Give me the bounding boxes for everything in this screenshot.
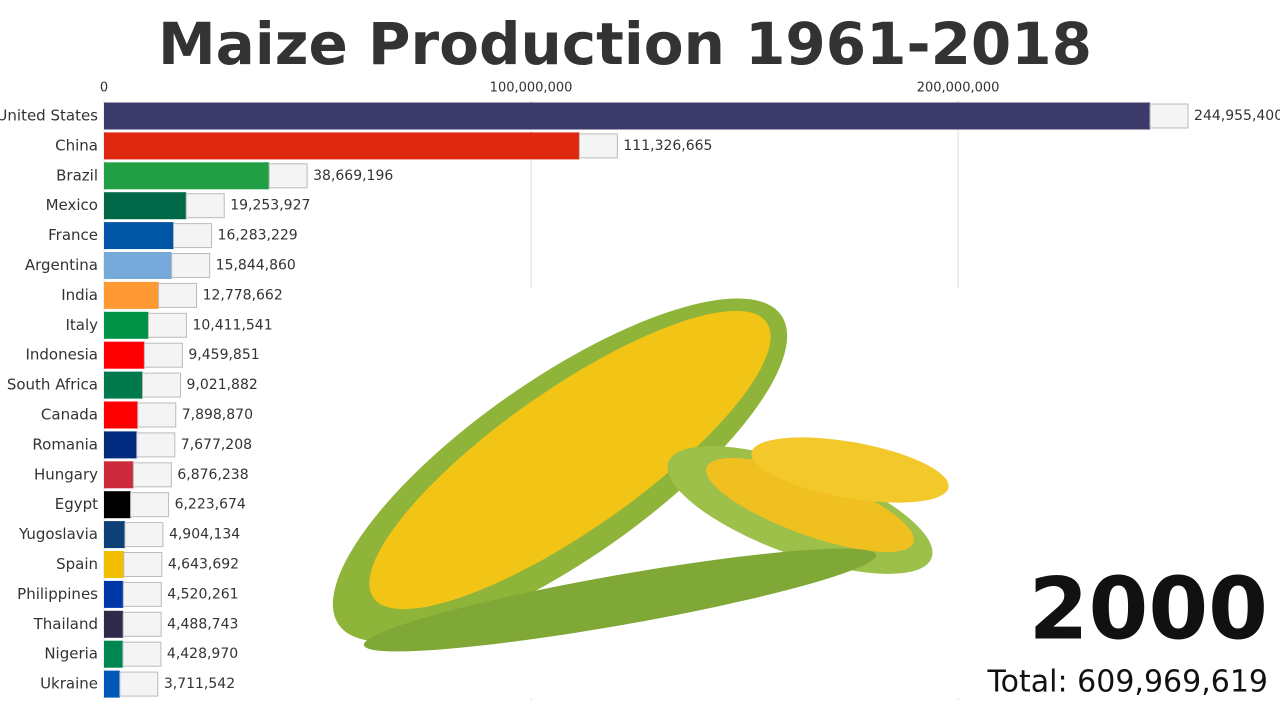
flag (143, 342, 183, 368)
bar (104, 341, 145, 369)
flag (123, 552, 163, 577)
bar (104, 371, 143, 399)
bar (104, 580, 124, 608)
flag (1149, 103, 1189, 129)
flag (142, 372, 182, 398)
flag (185, 193, 225, 219)
value-label: 6,876,238 (177, 467, 248, 483)
flag (119, 671, 159, 697)
y-tick-label: Mexico (46, 196, 98, 214)
value-label: 4,643,692 (168, 557, 239, 573)
y-tick-label: Brazil (56, 166, 98, 184)
value-label: 244,955,400 (1194, 108, 1280, 124)
value-label: 4,488,743 (167, 616, 238, 632)
bar (104, 252, 172, 279)
flag (578, 133, 618, 159)
y-tick-label: Canada (41, 406, 98, 424)
value-label: 16,283,229 (218, 228, 298, 244)
flag (124, 522, 164, 548)
flag (122, 641, 162, 667)
y-tick-label: Philippines (17, 585, 98, 603)
y-tick-label: Yugoslavia (18, 525, 98, 543)
year-label: 2000 (1029, 559, 1268, 659)
value-label: 9,459,851 (188, 347, 259, 363)
y-tick-label: China (55, 136, 98, 154)
bar (104, 670, 120, 698)
flag (147, 312, 187, 338)
value-label: 3,711,542 (164, 676, 235, 692)
value-label: 10,411,541 (192, 317, 272, 333)
chart-title: Maize Production 1961-2018 (158, 10, 1092, 78)
y-tick-label: United States (0, 107, 98, 125)
value-label: 19,253,927 (230, 198, 310, 214)
y-tick-label: Egypt (55, 495, 98, 513)
flag (130, 492, 170, 518)
y-tick-label: India (61, 286, 98, 304)
bar (104, 132, 580, 160)
bar (104, 102, 1151, 130)
bar (104, 491, 131, 519)
bar (104, 162, 270, 190)
y-tick-label: South Africa (7, 376, 98, 394)
y-tick-label: Hungary (34, 465, 98, 483)
flag (136, 432, 176, 458)
value-label: 111,326,665 (623, 138, 712, 154)
bar (104, 461, 134, 489)
bar (104, 640, 123, 668)
bar (104, 281, 159, 309)
flag (173, 223, 213, 249)
bar (104, 192, 187, 220)
y-tick-label: Spain (56, 555, 98, 573)
value-label: 15,844,860 (216, 258, 296, 274)
x-tick-label: 100,000,000 (490, 81, 573, 96)
y-tick-label: Indonesia (25, 346, 98, 364)
value-label: 38,669,196 (313, 168, 393, 184)
value-label: 12,778,662 (203, 287, 283, 303)
flag (137, 402, 177, 428)
y-tick-label: Argentina (25, 256, 98, 274)
x-tick-label: 200,000,000 (917, 81, 1000, 96)
y-tick-label: Nigeria (44, 645, 98, 663)
bar (104, 311, 149, 339)
value-label: 6,223,674 (175, 497, 246, 513)
y-tick-label: Italy (65, 316, 98, 334)
value-label: 7,677,208 (181, 437, 252, 453)
bar (104, 222, 174, 250)
flag (132, 462, 172, 488)
y-tick-label: Thailand (33, 615, 98, 633)
flag (158, 282, 198, 308)
flag (268, 163, 308, 189)
flag (171, 253, 211, 278)
x-tick-label: 0 (100, 81, 108, 96)
value-label: 4,520,261 (167, 586, 238, 602)
value-label: 9,021,882 (187, 377, 258, 393)
bar (104, 431, 137, 459)
bar (104, 610, 124, 638)
bar (104, 401, 138, 429)
value-label: 7,898,870 (182, 407, 253, 423)
y-tick-label: Romania (32, 435, 98, 453)
flag (122, 611, 162, 637)
bar (104, 551, 124, 578)
total-label: Total: 609,969,619 (986, 665, 1268, 700)
y-tick-label: Ukraine (40, 675, 98, 693)
value-label: 4,428,970 (167, 646, 238, 662)
corn-image (290, 288, 970, 698)
flag (122, 581, 162, 607)
value-label: 4,904,134 (169, 527, 240, 543)
bar (104, 521, 125, 549)
y-tick-label: France (48, 226, 98, 244)
